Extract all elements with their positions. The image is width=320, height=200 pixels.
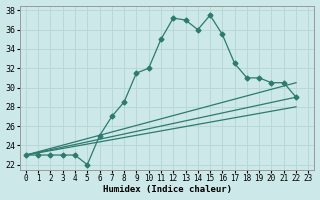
X-axis label: Humidex (Indice chaleur): Humidex (Indice chaleur): [103, 185, 232, 194]
